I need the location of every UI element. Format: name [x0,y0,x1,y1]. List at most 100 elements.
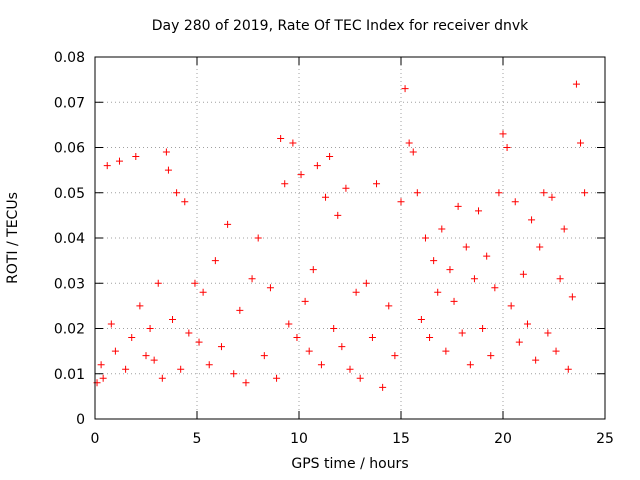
data-point [391,352,399,360]
x-tick-label: 25 [596,431,614,447]
data-point [330,325,338,332]
data-point [301,297,309,305]
data-point [236,306,244,314]
x-tick-label: 5 [193,431,202,447]
data-point [132,153,140,161]
data-point [338,343,346,351]
data-point [379,383,387,391]
data-point [458,329,466,337]
data-point [242,379,250,387]
data-point [97,361,105,369]
data-point [577,139,585,147]
data-point [326,153,334,161]
data-point [107,320,115,328]
data-point [293,334,301,342]
y-tick-label: 0.02 [54,322,85,338]
x-tick-label: 20 [494,431,512,447]
data-point [277,134,285,142]
data-point [483,252,491,260]
data-point [260,352,268,360]
data-point [568,293,576,301]
data-point [503,144,511,151]
data-point [572,80,580,88]
data-point [313,162,321,170]
y-tick-label: 0 [76,412,85,428]
data-point [173,189,181,197]
data-point [417,315,425,323]
data-point [450,297,458,305]
data-point [556,275,564,283]
data-point [385,302,393,310]
data-point [511,198,519,206]
data-point [515,338,523,346]
data-point [342,184,350,192]
data-point [111,347,119,355]
data-point [564,365,572,373]
data-point [150,356,158,364]
data-point [356,374,364,382]
x-tick-label: 15 [392,431,410,447]
data-point [352,288,360,296]
data-point [368,334,376,342]
data-point [185,329,193,337]
data-point [434,288,442,296]
data-point [334,211,342,219]
data-point [426,334,434,342]
data-point [195,338,203,346]
data-point [560,225,568,233]
data-point [540,189,548,197]
data-point [177,365,185,373]
axis-ticks: 0 0.01 0.02 0.03 0.04 0.05 0.06 0.07 0.08 0 5 10 15 2… [54,50,614,447]
data-point [191,279,199,287]
data-point [199,288,207,296]
data-point [305,347,313,355]
data-point [99,374,107,382]
data-points [93,80,589,391]
data-point [169,315,177,323]
data-point [273,374,281,382]
data-point [103,162,111,170]
data-point [446,266,454,274]
x-tick-label: 10 [290,431,308,447]
data-point [309,266,317,274]
data-point [136,302,144,310]
grid-lines [95,57,605,419]
data-point [397,198,405,206]
data-point [205,361,213,369]
data-point [523,320,531,328]
data-point [491,284,499,292]
data-point [230,370,238,378]
data-point [405,139,413,147]
data-point [285,320,293,328]
data-point [289,139,297,147]
y-tick-label: 0.03 [54,276,85,292]
x-tick-label: 0 [91,431,100,447]
data-point [413,189,421,197]
data-point [122,365,130,373]
data-point [158,374,166,382]
data-point [421,234,429,242]
data-point [548,193,556,201]
data-point [362,279,370,287]
data-point [544,329,552,337]
data-point [507,302,515,310]
data-point [224,220,232,228]
data-point [281,180,289,188]
data-point [254,234,262,242]
data-point [217,343,225,351]
data-point [146,325,154,332]
data-point [401,85,409,93]
y-tick-label: 0.08 [54,50,85,66]
data-point [442,347,450,355]
data-point [581,189,589,197]
data-point [373,180,381,188]
data-point [211,257,219,265]
y-tick-label: 0.05 [54,186,85,202]
data-point [462,243,470,251]
data-point [162,148,170,156]
data-point [479,325,487,332]
data-point [536,243,544,251]
data-point [297,171,305,179]
data-point [487,352,495,360]
data-point [322,193,330,201]
